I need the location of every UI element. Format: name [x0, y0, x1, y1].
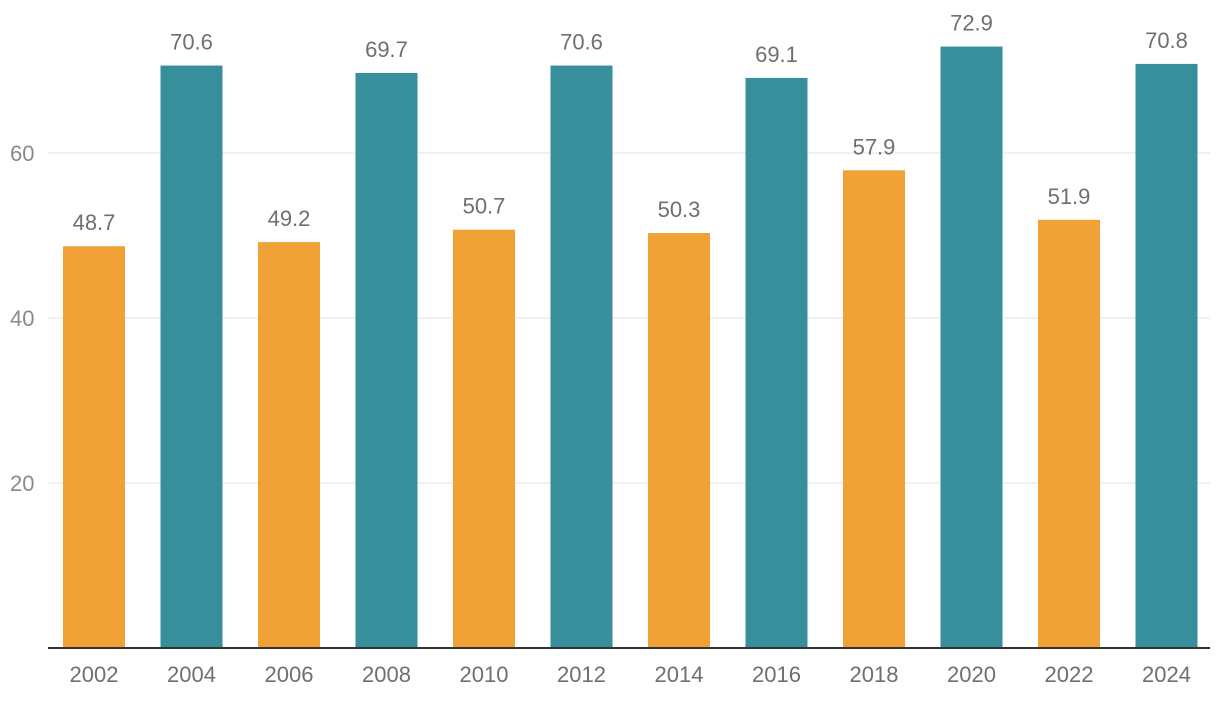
- value-label-2010: 50.7: [463, 194, 506, 219]
- bar-2016: [745, 77, 808, 649]
- value-label-2018: 57.9: [853, 134, 896, 159]
- value-label-2024: 70.8: [1145, 28, 1188, 53]
- bar-2004: [160, 65, 223, 649]
- x-tick-label-2010: 2010: [460, 662, 509, 687]
- x-tick-label-2016: 2016: [752, 662, 801, 687]
- value-label-2012: 70.6: [560, 30, 603, 55]
- value-label-2004: 70.6: [170, 30, 213, 55]
- value-label-2008: 69.7: [365, 37, 408, 62]
- y-tick-label: 40: [10, 306, 34, 331]
- value-labels: 48.7 70.6 49.2 69.7 50.7 70.6 50.3 69.1 57.9 72.9…: [73, 11, 1188, 236]
- x-axis-ticks: 2002 2004 2006 2008 2010 2012 2014 2016 2018 2020…: [70, 662, 1191, 687]
- x-tick-label-2004: 2004: [167, 662, 216, 687]
- gridlines: [48, 152, 1210, 484]
- value-label-2002: 48.7: [73, 210, 116, 235]
- bar-2020: [940, 46, 1003, 648]
- bar-2024: [1135, 63, 1198, 648]
- bar-2006: [258, 242, 320, 648]
- y-axis-ticks: 20 40 60: [10, 141, 34, 496]
- bar-2022: [1038, 219, 1100, 648]
- bar-2002: [63, 246, 125, 648]
- bar-2018: [843, 170, 905, 648]
- bar-2014: [648, 233, 710, 648]
- x-tick-label-2006: 2006: [265, 662, 314, 687]
- x-tick-label-2008: 2008: [362, 662, 411, 687]
- bar-2010: [453, 229, 515, 648]
- bar-2008: [355, 72, 418, 649]
- x-tick-label-2002: 2002: [70, 662, 119, 687]
- value-label-2016: 69.1: [755, 42, 798, 67]
- value-label-2014: 50.3: [658, 197, 701, 222]
- x-tick-label-2018: 2018: [850, 662, 899, 687]
- y-tick-label: 20: [10, 471, 34, 496]
- bars: [63, 46, 1198, 649]
- bar-2012: [550, 65, 613, 649]
- x-tick-label-2024: 2024: [1142, 662, 1191, 687]
- x-tick-label-2020: 2020: [947, 662, 996, 687]
- x-tick-label-2022: 2022: [1045, 662, 1094, 687]
- x-tick-label-2012: 2012: [557, 662, 606, 687]
- y-tick-label: 60: [10, 141, 34, 166]
- x-tick-label-2014: 2014: [655, 662, 704, 687]
- value-label-2006: 49.2: [268, 206, 311, 231]
- value-label-2022: 51.9: [1048, 184, 1091, 209]
- value-label-2020: 72.9: [950, 11, 993, 36]
